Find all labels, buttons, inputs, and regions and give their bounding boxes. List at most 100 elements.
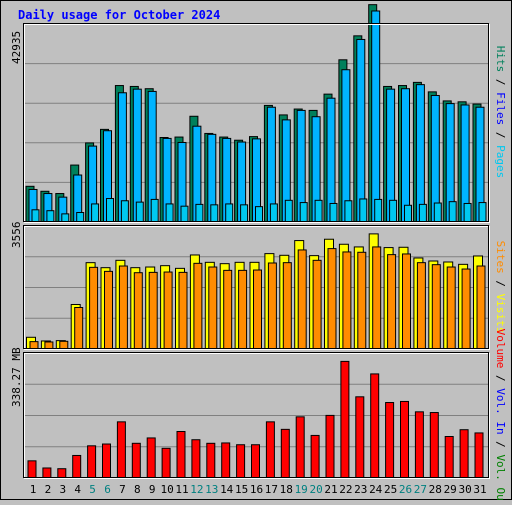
day-label: 1 xyxy=(30,483,37,496)
files-bar xyxy=(415,84,425,223)
volume-bar xyxy=(355,396,365,479)
sites-bar xyxy=(238,269,248,350)
hits-files-pages-panel xyxy=(23,4,490,223)
pages-bar xyxy=(210,204,219,223)
legend-vol-in: Vol. In xyxy=(494,388,507,434)
visits-sites-panel xyxy=(23,225,490,350)
pages-bar xyxy=(418,203,427,223)
legend-visits: Visits xyxy=(494,294,507,334)
svg-text:Volume / Vol. In / Vol. Out: Volume / Vol. In / Vol. Out xyxy=(494,329,507,500)
pages-bar xyxy=(150,198,159,223)
day-label: 5 xyxy=(89,483,96,496)
day-label: 23 xyxy=(354,483,367,496)
day-label: 9 xyxy=(149,483,156,496)
day-label: 8 xyxy=(134,483,141,496)
sites-bar xyxy=(416,262,426,350)
sites-bar xyxy=(357,251,367,350)
volume-bar xyxy=(102,443,111,479)
volume-bar xyxy=(131,442,141,479)
hits-panel-frame xyxy=(23,23,489,222)
pages-bar xyxy=(299,202,308,223)
day-label: 17 xyxy=(265,483,278,496)
day-label: 21 xyxy=(324,483,337,496)
sites-bar xyxy=(178,271,188,350)
day-label: 30 xyxy=(458,483,471,496)
volume-bar xyxy=(385,402,395,479)
volume-panel-frame xyxy=(23,352,489,478)
sites-bar xyxy=(282,262,292,350)
sites-bar xyxy=(342,251,352,350)
legend-files: Files xyxy=(494,92,507,125)
volume-bar xyxy=(280,428,290,479)
day-label: 25 xyxy=(384,483,397,496)
volume-bar xyxy=(444,436,454,479)
pages-bar xyxy=(269,203,278,223)
pages-bar xyxy=(344,200,353,223)
pages-bar xyxy=(135,201,144,223)
volume-bar xyxy=(27,460,37,479)
files-bar xyxy=(371,10,381,223)
sites-bar xyxy=(163,271,173,350)
volume-bar xyxy=(146,437,156,479)
visits-panel-frame xyxy=(23,225,489,349)
sites-bar xyxy=(133,272,143,350)
pages-bar xyxy=(463,202,472,223)
volume-bar xyxy=(57,468,67,479)
legend-middle: Sites / Visits xyxy=(494,241,507,334)
sites-bar xyxy=(431,264,441,350)
svg-text:Hits / Files / Pages: Hits / Files / Pages xyxy=(494,46,507,179)
sites-bar xyxy=(476,265,486,350)
pages-bar xyxy=(106,198,114,223)
day-label: 20 xyxy=(309,483,322,496)
pages-bar xyxy=(240,204,249,223)
day-label: 18 xyxy=(280,483,293,496)
day-label: 16 xyxy=(250,483,263,496)
day-label: 4 xyxy=(74,483,81,496)
volume-bar xyxy=(72,454,82,479)
sites-bar xyxy=(372,246,382,350)
pages-bar xyxy=(255,206,263,223)
pages-bar xyxy=(359,198,368,223)
hits-max-label: 42935 xyxy=(10,31,23,64)
visits-panel-frame-light xyxy=(24,226,490,350)
legend-hits: Hits xyxy=(494,46,507,73)
volume-bar xyxy=(176,430,186,479)
volume-panel xyxy=(23,352,490,479)
day-label: 31 xyxy=(473,483,486,496)
pages-bar xyxy=(374,198,383,223)
sites-bar xyxy=(223,269,233,350)
day-label: 24 xyxy=(369,483,383,496)
legend-pages: Pages xyxy=(494,145,507,178)
day-label: 15 xyxy=(235,483,248,496)
volume-bar xyxy=(310,434,320,479)
pages-bar xyxy=(314,199,323,223)
pages-bar xyxy=(195,203,204,223)
volume-bar xyxy=(474,432,484,479)
sites-bar xyxy=(446,266,456,350)
volume-bar xyxy=(429,412,439,479)
pages-bar xyxy=(329,202,338,223)
legend-sites: Sites xyxy=(494,241,507,274)
volume-bar xyxy=(251,444,260,479)
volume-bar xyxy=(161,447,171,479)
day-label: 11 xyxy=(175,483,188,496)
day-label: 28 xyxy=(429,483,442,496)
volume-bar xyxy=(206,442,216,479)
pages-bar xyxy=(389,199,398,223)
pages-bar xyxy=(433,202,442,223)
pages-bar xyxy=(225,203,234,223)
sites-bar xyxy=(148,271,158,350)
day-label: 2 xyxy=(45,483,52,496)
volume-bar xyxy=(191,439,201,479)
pages-bar xyxy=(448,201,457,223)
volume-panel-frame-light xyxy=(24,353,490,479)
volume-bar xyxy=(87,445,97,479)
legend-volume: Volume xyxy=(494,329,507,369)
pages-bar xyxy=(46,210,55,223)
files-bar xyxy=(356,38,366,223)
sites-bar xyxy=(118,265,128,350)
sites-bar xyxy=(74,307,84,350)
volume-bar xyxy=(414,411,424,479)
